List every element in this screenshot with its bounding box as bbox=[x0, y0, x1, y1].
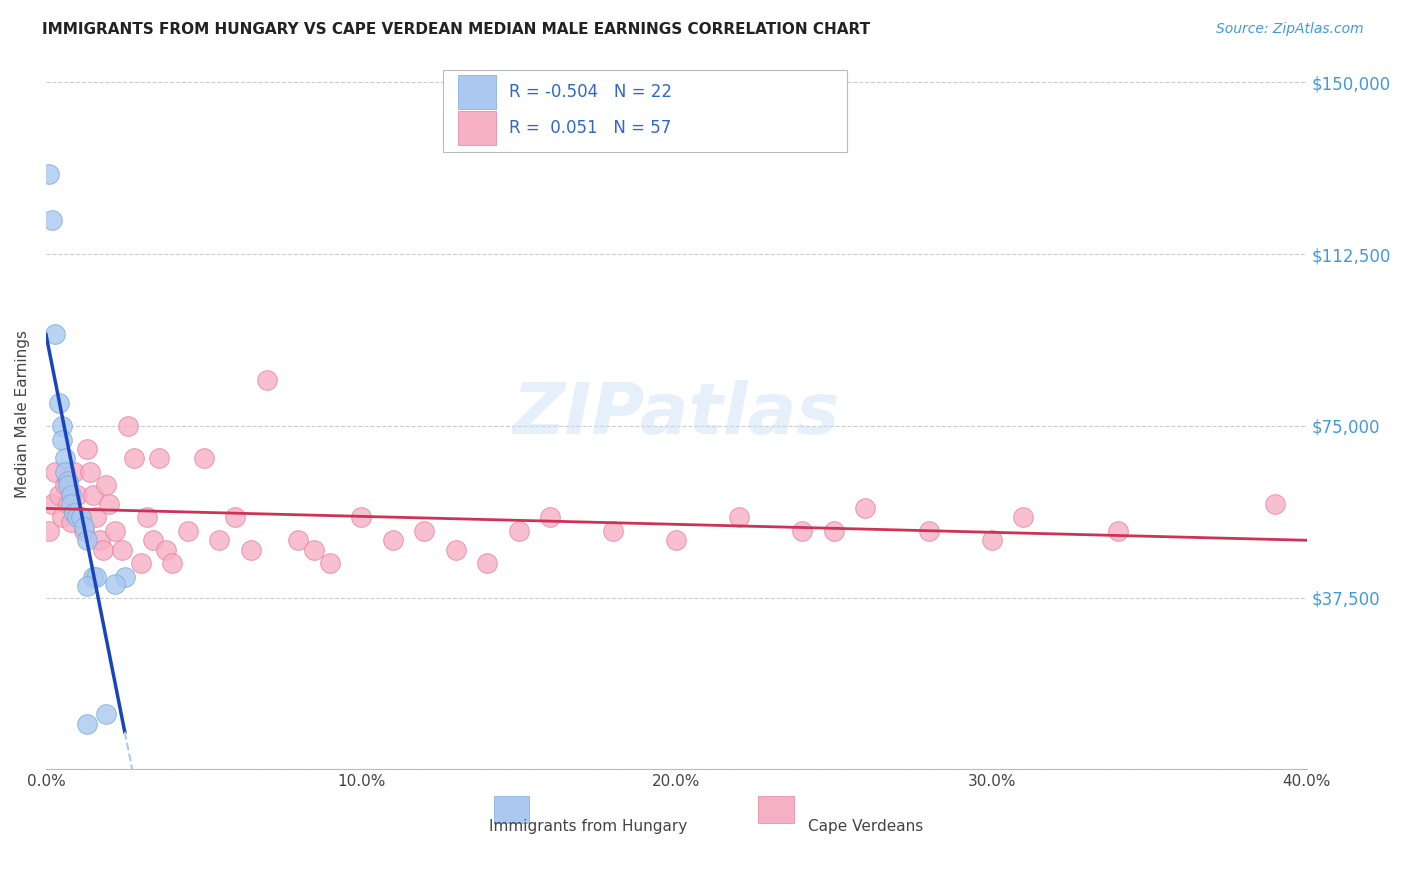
Point bbox=[1012, 510, 1035, 524]
Text: Source: ZipAtlas.com: Source: ZipAtlas.com bbox=[1216, 22, 1364, 37]
Point bbox=[53, 478, 76, 492]
Point bbox=[792, 524, 814, 539]
Point bbox=[69, 510, 91, 524]
Point bbox=[60, 497, 83, 511]
Point bbox=[302, 542, 325, 557]
Point bbox=[63, 465, 86, 479]
Point bbox=[76, 442, 98, 456]
Point bbox=[129, 556, 152, 570]
Point bbox=[56, 474, 79, 488]
Point bbox=[381, 533, 404, 548]
Point bbox=[413, 524, 436, 539]
Point bbox=[82, 570, 104, 584]
Point bbox=[287, 533, 309, 548]
Point bbox=[48, 396, 70, 410]
Point bbox=[98, 497, 121, 511]
Point bbox=[111, 542, 134, 557]
Point bbox=[155, 542, 177, 557]
Point bbox=[76, 533, 98, 548]
Point bbox=[665, 533, 688, 548]
FancyBboxPatch shape bbox=[458, 75, 496, 109]
Text: R = -0.504   N = 22: R = -0.504 N = 22 bbox=[509, 83, 672, 101]
Point bbox=[94, 707, 117, 722]
Text: IMMIGRANTS FROM HUNGARY VS CAPE VERDEAN MEDIAN MALE EARNINGS CORRELATION CHART: IMMIGRANTS FROM HUNGARY VS CAPE VERDEAN … bbox=[42, 22, 870, 37]
Point bbox=[51, 433, 73, 447]
Point bbox=[208, 533, 231, 548]
Point bbox=[444, 542, 467, 557]
Point bbox=[224, 510, 246, 524]
Point bbox=[122, 450, 145, 465]
Point bbox=[63, 506, 86, 520]
Point bbox=[508, 524, 530, 539]
Point bbox=[60, 515, 83, 529]
Point bbox=[728, 510, 751, 524]
Point bbox=[917, 524, 939, 539]
Point bbox=[1107, 524, 1129, 539]
Point bbox=[76, 716, 98, 731]
Point bbox=[56, 478, 79, 492]
Point bbox=[1264, 497, 1286, 511]
Point bbox=[823, 524, 845, 539]
Point bbox=[980, 533, 1002, 548]
Point bbox=[66, 487, 89, 501]
Point bbox=[48, 487, 70, 501]
Point bbox=[89, 533, 111, 548]
Point bbox=[79, 465, 101, 479]
Point bbox=[86, 570, 108, 584]
Point bbox=[41, 497, 63, 511]
Point bbox=[177, 524, 200, 539]
Point bbox=[855, 501, 877, 516]
Point bbox=[142, 533, 165, 548]
Point bbox=[82, 487, 104, 501]
Point bbox=[104, 524, 127, 539]
Point bbox=[41, 212, 63, 227]
Point bbox=[73, 524, 96, 539]
Point bbox=[38, 167, 60, 181]
Point bbox=[44, 327, 66, 342]
Point bbox=[69, 510, 91, 524]
Point bbox=[256, 373, 278, 387]
Point bbox=[350, 510, 373, 524]
Point bbox=[76, 579, 98, 593]
Point bbox=[60, 487, 83, 501]
Text: Immigrants from Hungary: Immigrants from Hungary bbox=[489, 819, 688, 834]
Point bbox=[66, 510, 89, 524]
Point bbox=[51, 510, 73, 524]
Point bbox=[239, 542, 262, 557]
Point bbox=[56, 497, 79, 511]
Point bbox=[135, 510, 157, 524]
Point bbox=[160, 556, 183, 570]
Point bbox=[51, 418, 73, 433]
Point bbox=[114, 570, 136, 584]
Text: ZIPatlas: ZIPatlas bbox=[513, 380, 839, 449]
Y-axis label: Median Male Earnings: Median Male Earnings bbox=[15, 330, 30, 499]
Point bbox=[602, 524, 624, 539]
Point bbox=[38, 524, 60, 539]
Text: Cape Verdeans: Cape Verdeans bbox=[808, 819, 924, 834]
Text: R =  0.051   N = 57: R = 0.051 N = 57 bbox=[509, 120, 671, 137]
Point bbox=[477, 556, 499, 570]
Point bbox=[53, 450, 76, 465]
Point bbox=[53, 465, 76, 479]
Point bbox=[318, 556, 340, 570]
Point bbox=[148, 450, 170, 465]
FancyBboxPatch shape bbox=[758, 796, 793, 822]
Point bbox=[104, 577, 127, 591]
Point bbox=[73, 519, 96, 533]
Point bbox=[86, 510, 108, 524]
Point bbox=[91, 542, 114, 557]
Point bbox=[94, 478, 117, 492]
Point bbox=[193, 450, 215, 465]
FancyBboxPatch shape bbox=[443, 70, 846, 152]
FancyBboxPatch shape bbox=[458, 112, 496, 145]
Point bbox=[117, 418, 139, 433]
Point bbox=[44, 465, 66, 479]
Point bbox=[538, 510, 561, 524]
FancyBboxPatch shape bbox=[494, 796, 529, 822]
